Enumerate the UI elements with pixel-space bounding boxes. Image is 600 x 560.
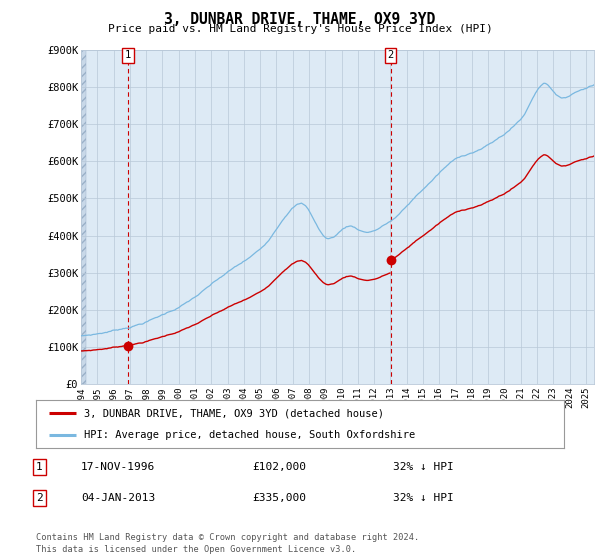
Text: Price paid vs. HM Land Registry's House Price Index (HPI): Price paid vs. HM Land Registry's House … xyxy=(107,24,493,34)
Text: Contains HM Land Registry data © Crown copyright and database right 2024.: Contains HM Land Registry data © Crown c… xyxy=(36,533,419,542)
Text: 32% ↓ HPI: 32% ↓ HPI xyxy=(393,462,454,472)
Text: 04-JAN-2013: 04-JAN-2013 xyxy=(81,493,155,503)
Text: £335,000: £335,000 xyxy=(252,493,306,503)
Text: This data is licensed under the Open Government Licence v3.0.: This data is licensed under the Open Gov… xyxy=(36,545,356,554)
Text: HPI: Average price, detached house, South Oxfordshire: HPI: Average price, detached house, Sout… xyxy=(83,430,415,440)
Text: 3, DUNBAR DRIVE, THAME, OX9 3YD: 3, DUNBAR DRIVE, THAME, OX9 3YD xyxy=(164,12,436,27)
Text: 3, DUNBAR DRIVE, THAME, OX9 3YD (detached house): 3, DUNBAR DRIVE, THAME, OX9 3YD (detache… xyxy=(83,408,383,418)
Text: 2: 2 xyxy=(388,50,394,60)
Point xyxy=(123,342,133,351)
Text: 2: 2 xyxy=(36,493,43,503)
Text: 1: 1 xyxy=(125,50,131,60)
Text: £102,000: £102,000 xyxy=(252,462,306,472)
Point xyxy=(386,255,395,264)
Text: 32% ↓ HPI: 32% ↓ HPI xyxy=(393,493,454,503)
Text: 1: 1 xyxy=(36,462,43,472)
Text: 17-NOV-1996: 17-NOV-1996 xyxy=(81,462,155,472)
Bar xyxy=(81,50,86,384)
